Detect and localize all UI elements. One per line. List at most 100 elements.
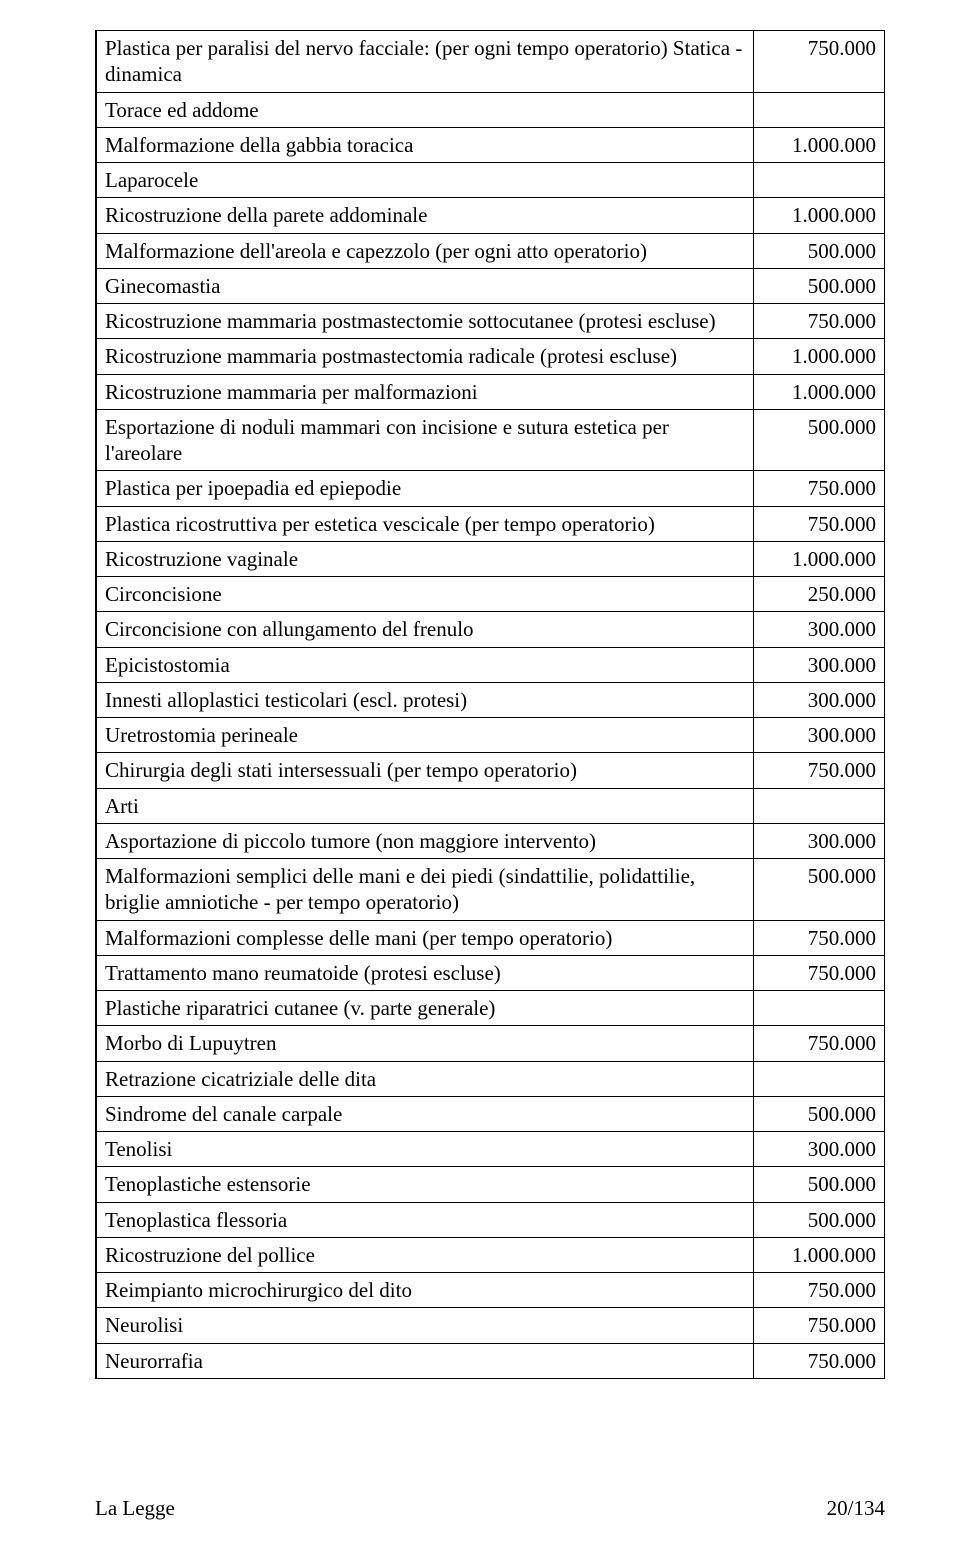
row-value: 500.000 (754, 859, 885, 921)
row-value: 750.000 (754, 1343, 885, 1378)
row-value: 1.000.000 (754, 541, 885, 576)
table-row: Tenolisi300.000 (96, 1132, 885, 1167)
row-description: Trattamento mano reumatoide (protesi esc… (96, 955, 754, 990)
row-value (754, 788, 885, 823)
row-value: 750.000 (754, 920, 885, 955)
row-value: 1.000.000 (754, 339, 885, 374)
row-description: Reimpianto microchirurgico del dito (96, 1273, 754, 1308)
table-row: Innesti alloplastici testicolari (escl. … (96, 682, 885, 717)
row-description: Tenoplastiche estensorie (96, 1167, 754, 1202)
row-description: Ricostruzione mammaria postmastectomia r… (96, 339, 754, 374)
row-value: 300.000 (754, 682, 885, 717)
table-row: Ricostruzione mammaria per malformazioni… (96, 374, 885, 409)
row-description: Ricostruzione del pollice (96, 1237, 754, 1272)
row-description: Ricostruzione mammaria postmastectomie s… (96, 304, 754, 339)
row-description: Tenolisi (96, 1132, 754, 1167)
row-value: 1.000.000 (754, 374, 885, 409)
row-description: Malformazione della gabbia toracica (96, 127, 754, 162)
row-value (754, 1061, 885, 1096)
table-row: Tenoplastica flessoria500.000 (96, 1202, 885, 1237)
row-value: 500.000 (754, 1202, 885, 1237)
row-value: 750.000 (754, 471, 885, 506)
table-row: Uretrostomia perineale300.000 (96, 718, 885, 753)
row-description: Circoncisione con allungamento del frenu… (96, 612, 754, 647)
row-description: Chirurgia degli stati intersessuali (per… (96, 753, 754, 788)
row-value: 500.000 (754, 268, 885, 303)
table-row: Malformazione dell'areola e capezzolo (p… (96, 233, 885, 268)
table-row: Tenoplastiche estensorie500.000 (96, 1167, 885, 1202)
table-row: Ricostruzione del pollice1.000.000 (96, 1237, 885, 1272)
row-description: Malformazione dell'areola e capezzolo (p… (96, 233, 754, 268)
table-row: Plastica ricostruttiva per estetica vesc… (96, 506, 885, 541)
row-description: Arti (96, 788, 754, 823)
row-description: Ricostruzione della parete addominale (96, 198, 754, 233)
row-description: Plastiche riparatrici cutanee (v. parte … (96, 991, 754, 1026)
row-description: Ginecomastia (96, 268, 754, 303)
row-value: 300.000 (754, 1132, 885, 1167)
table-row: Malformazione della gabbia toracica1.000… (96, 127, 885, 162)
table-row: Plastica per ipoepadia ed epiepodie750.0… (96, 471, 885, 506)
row-description: Plastica per paralisi del nervo facciale… (96, 31, 754, 93)
row-value (754, 163, 885, 198)
table-row: Reimpianto microchirurgico del dito750.0… (96, 1273, 885, 1308)
table-row: Ricostruzione vaginale1.000.000 (96, 541, 885, 576)
table-row: Neurolisi750.000 (96, 1308, 885, 1343)
row-description: Circoncisione (96, 577, 754, 612)
row-description: Esportazione di noduli mammari con incis… (96, 409, 754, 471)
row-value: 500.000 (754, 1096, 885, 1131)
table-row: Trattamento mano reumatoide (protesi esc… (96, 955, 885, 990)
table-row: Neurorrafia750.000 (96, 1343, 885, 1378)
row-description: Neurolisi (96, 1308, 754, 1343)
row-value: 300.000 (754, 718, 885, 753)
row-description: Torace ed addome (96, 92, 754, 127)
row-value: 750.000 (754, 955, 885, 990)
row-value: 1.000.000 (754, 198, 885, 233)
row-value: 750.000 (754, 1273, 885, 1308)
price-table: Plastica per paralisi del nervo facciale… (95, 30, 885, 1379)
footer-left: La Legge (95, 1496, 175, 1521)
table-row: Asportazione di piccolo tumore (non magg… (96, 823, 885, 858)
table-row: Plastiche riparatrici cutanee (v. parte … (96, 991, 885, 1026)
table-row: Circoncisione con allungamento del frenu… (96, 612, 885, 647)
row-value (754, 92, 885, 127)
row-description: Tenoplastica flessoria (96, 1202, 754, 1237)
row-description: Asportazione di piccolo tumore (non magg… (96, 823, 754, 858)
table-row: Malformazioni complesse delle mani (per … (96, 920, 885, 955)
table-row: Plastica per paralisi del nervo facciale… (96, 31, 885, 93)
table-row: Sindrome del canale carpale500.000 (96, 1096, 885, 1131)
row-description: Uretrostomia perineale (96, 718, 754, 753)
row-value: 750.000 (754, 31, 885, 93)
row-value: 500.000 (754, 1167, 885, 1202)
row-value: 300.000 (754, 612, 885, 647)
table-row: Ricostruzione della parete addominale1.0… (96, 198, 885, 233)
row-value: 750.000 (754, 1026, 885, 1061)
row-description: Innesti alloplastici testicolari (escl. … (96, 682, 754, 717)
page: Plastica per paralisi del nervo facciale… (0, 0, 960, 1551)
table-row: Chirurgia degli stati intersessuali (per… (96, 753, 885, 788)
table-row: Arti (96, 788, 885, 823)
row-value: 750.000 (754, 753, 885, 788)
table-row: Circoncisione250.000 (96, 577, 885, 612)
row-description: Laparocele (96, 163, 754, 198)
row-value: 750.000 (754, 304, 885, 339)
row-value: 1.000.000 (754, 127, 885, 162)
row-description: Malformazioni semplici delle mani e dei … (96, 859, 754, 921)
footer: La Legge 20/134 (95, 1496, 885, 1521)
row-description: Ricostruzione mammaria per malformazioni (96, 374, 754, 409)
row-description: Epicistostomia (96, 647, 754, 682)
row-description: Sindrome del canale carpale (96, 1096, 754, 1131)
row-description: Plastica per ipoepadia ed epiepodie (96, 471, 754, 506)
table-row: Malformazioni semplici delle mani e dei … (96, 859, 885, 921)
row-description: Neurorrafia (96, 1343, 754, 1378)
row-value (754, 991, 885, 1026)
row-description: Retrazione cicatriziale delle dita (96, 1061, 754, 1096)
table-row: Morbo di Lupuytren750.000 (96, 1026, 885, 1061)
row-value: 500.000 (754, 233, 885, 268)
row-value: 300.000 (754, 647, 885, 682)
row-description: Morbo di Lupuytren (96, 1026, 754, 1061)
table-row: Retrazione cicatriziale delle dita (96, 1061, 885, 1096)
footer-right: 20/134 (827, 1496, 885, 1521)
row-description: Plastica ricostruttiva per estetica vesc… (96, 506, 754, 541)
row-value: 1.000.000 (754, 1237, 885, 1272)
table-row: Ricostruzione mammaria postmastectomia r… (96, 339, 885, 374)
